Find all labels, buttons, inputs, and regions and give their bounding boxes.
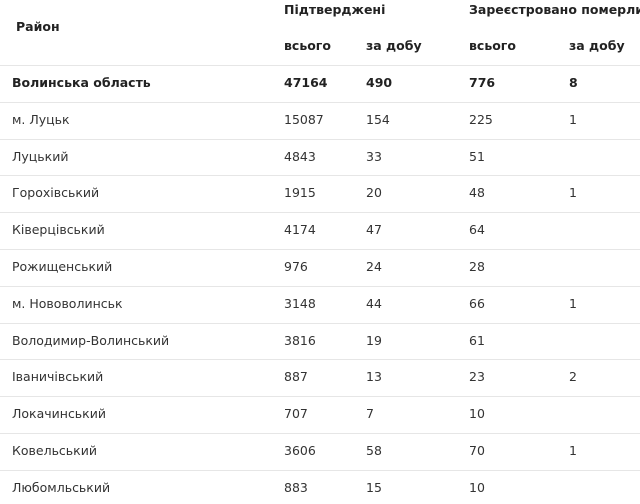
header-subcolumn: всього [469,38,516,53]
cell-value: 7 [366,406,374,422]
cell-value: 23 [469,369,485,385]
cell-value: 51 [469,148,485,164]
row-divider [0,138,640,140]
district-name: Рожищенський [12,259,113,274]
row-divider [0,359,640,361]
header-subcolumn: за добу [366,38,422,53]
cell-value: 3816 [284,332,316,348]
cell-value: 15 [366,479,382,495]
cell-value: 225 [469,111,493,127]
header-group: Підтверджені [284,2,386,17]
header-subcolumn: за добу [569,38,625,53]
header-subcolumn: всього [284,38,331,53]
cell-value: 20 [366,185,382,201]
cell-value: 776 [469,75,496,90]
district-name: Луцький [12,148,69,164]
cell-value: 3148 [284,295,316,311]
district-name: Іваничівський [12,369,104,385]
district-name: Ковельський [12,443,97,458]
row-divider [0,433,640,434]
district-name: Любомльський [12,479,111,495]
district-name: м. Нововолинськ [12,295,123,311]
row-divider [0,249,640,250]
cell-value: 4174 [284,222,316,238]
row-divider [0,469,640,471]
district-name: Волинська область [12,75,151,90]
district-name: Локачинський [12,406,106,422]
cell-value: 707 [284,406,308,422]
cell-value: 58 [366,443,382,458]
cell-value: 1 [569,443,577,458]
cell-value: 70 [469,443,485,458]
row-divider [0,212,640,214]
cell-value: 47164 [284,75,328,90]
cell-value: 883 [284,479,308,495]
district-name: м. Луцьк [12,111,70,127]
cell-value: 48 [469,185,485,201]
cell-value: 3606 [284,443,316,458]
cell-value: 2 [569,369,577,385]
cell-value: 8 [569,75,578,90]
row-divider [0,101,640,103]
row-divider [0,396,640,398]
cell-value: 61 [469,332,485,348]
cell-value: 10 [469,479,485,495]
cell-value: 15087 [284,111,324,127]
cell-value: 10 [469,406,485,422]
district-name: Володимир-Волинський [12,332,170,348]
cell-value: 28 [469,259,485,274]
row-divider [0,175,640,177]
district-name: Горохівський [12,185,100,201]
cell-value: 24 [366,259,382,274]
cell-value: 1 [569,185,577,201]
cell-value: 1915 [284,185,316,201]
cell-value: 887 [284,369,308,385]
cell-value: 976 [284,259,308,274]
cell-value: 33 [366,148,382,164]
cell-value: 4843 [284,148,316,164]
cell-value: 64 [469,222,485,238]
row-divider [0,65,640,66]
cell-value: 1 [569,295,577,311]
cell-value: 13 [366,369,382,385]
cell-value: 44 [366,295,382,311]
cell-value: 490 [366,75,393,90]
cell-value: 47 [366,222,382,238]
cell-value: 66 [469,295,485,311]
row-divider [0,322,640,324]
header-group: Зареєстровано померлих [469,2,640,17]
cell-value: 1 [569,111,577,127]
cell-value: 154 [366,111,390,127]
header-district: Район [16,19,60,34]
district-name: Ківерцівський [12,222,105,238]
row-divider [0,285,640,287]
cell-value: 19 [366,332,382,348]
